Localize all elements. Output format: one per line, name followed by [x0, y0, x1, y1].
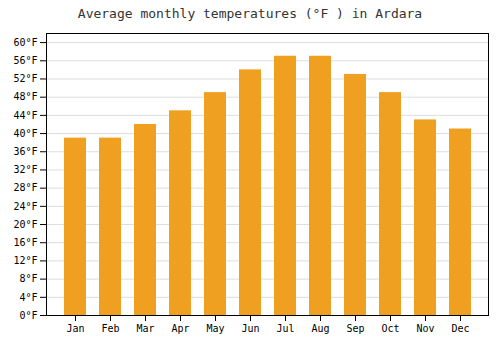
svg-text:Oct: Oct: [381, 323, 399, 334]
svg-text:48°F: 48°F: [13, 91, 37, 102]
svg-text:Jun: Jun: [241, 323, 259, 334]
svg-text:Sep: Sep: [346, 323, 364, 334]
html-text:Average monthly temperatures (: Average monthly temperatures (°F ) in Ar…: [77, 6, 423, 21]
svg-text:Jan: Jan: [66, 323, 84, 334]
svg-text:60°F: 60°F: [13, 37, 37, 48]
svg-text:36°F: 36°F: [13, 146, 37, 157]
svg-text:52°F: 52°F: [13, 73, 37, 84]
svg-text:24°F: 24°F: [13, 201, 37, 212]
svg-text:Jul: Jul: [276, 323, 294, 334]
svg-text:4°F: 4°F: [19, 292, 37, 303]
svg-text:32°F: 32°F: [13, 164, 37, 175]
svg-text:Aug: Aug: [311, 323, 329, 334]
svg-text:20°F: 20°F: [13, 219, 37, 230]
svg-text:Nov: Nov: [416, 323, 434, 334]
svg-text:16°F: 16°F: [13, 237, 37, 248]
svg-text:Mar: Mar: [136, 323, 154, 334]
svg-text:Feb: Feb: [101, 323, 119, 334]
svg-text:Apr: Apr: [171, 323, 189, 334]
svg-text:8°F: 8°F: [19, 273, 37, 284]
svg-text:56°F: 56°F: [13, 55, 37, 66]
svg-text:44°F: 44°F: [13, 110, 37, 121]
svg-text:May: May: [206, 323, 224, 334]
svg-text:28°F: 28°F: [13, 182, 37, 193]
svg-text:Dec: Dec: [451, 323, 469, 334]
svg-text:40°F: 40°F: [13, 128, 37, 139]
svg-text:12°F: 12°F: [13, 255, 37, 266]
svg-text:0°F: 0°F: [19, 310, 37, 321]
